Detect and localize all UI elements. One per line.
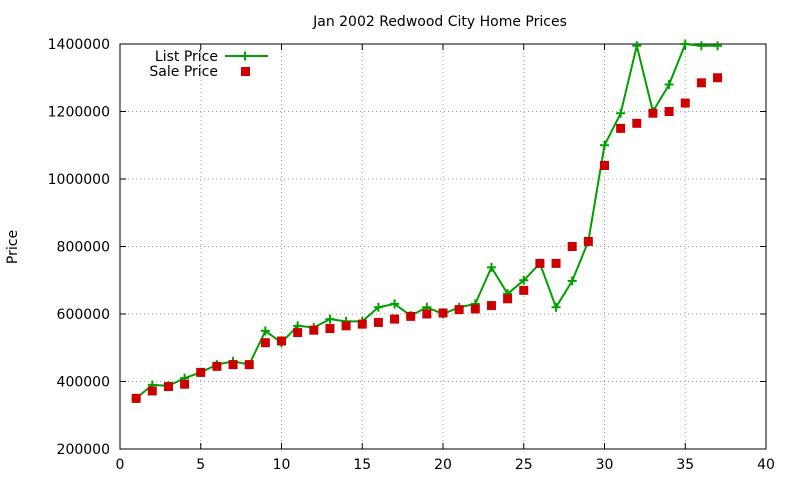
- list-price-point: [567, 276, 577, 286]
- sale-price-point: [373, 317, 383, 327]
- list-price-point: [664, 80, 674, 89]
- sale-price-point: [341, 321, 351, 331]
- sale-price-point: [696, 78, 706, 88]
- list-price-point: [390, 299, 400, 309]
- legend-list-price-marker: [240, 51, 250, 61]
- sale-price-point: [390, 314, 400, 324]
- sale-price-point: [616, 123, 626, 133]
- list-price-point: [551, 302, 561, 312]
- legend-label-list-price: List Price: [155, 49, 218, 65]
- sale-price-point: [260, 338, 270, 348]
- x-tick-label: 25: [515, 457, 533, 473]
- x-tick-label: 0: [116, 457, 125, 473]
- x-tick-label: 10: [273, 457, 291, 473]
- sale-price-point: [244, 360, 254, 370]
- list-price-point: [325, 314, 335, 324]
- sale-price-point: [648, 108, 658, 118]
- sale-price-point: [470, 304, 480, 314]
- sale-price-point: [600, 161, 609, 170]
- list-price-point: [680, 39, 690, 49]
- x-tick-label: 20: [434, 457, 452, 473]
- sale-price-point: [406, 311, 416, 321]
- sale-price-point: [519, 285, 529, 295]
- sale-price-point: [422, 309, 432, 319]
- sale-price-point: [503, 294, 513, 304]
- list-price-point: [632, 41, 642, 51]
- sale-price-point: [551, 258, 561, 268]
- sale-price-point: [713, 73, 723, 83]
- chart-title: Jan 2002 Redwood City Home Prices: [312, 14, 567, 30]
- sale-price-point: [486, 301, 496, 311]
- y-tick-label: 400000: [57, 375, 110, 391]
- sale-price-point: [147, 386, 157, 396]
- sale-price-point: [680, 98, 690, 108]
- y-tick-label: 1200000: [48, 105, 110, 121]
- y-tick-label: 800000: [57, 240, 110, 256]
- list-price-point: [519, 275, 529, 285]
- sale-price-point: [438, 308, 448, 318]
- list-price-point: [616, 108, 626, 118]
- list-price-point: [260, 326, 270, 336]
- sale-price-point: [632, 118, 642, 128]
- x-tick-label: 5: [196, 457, 205, 473]
- legend: List Price Sale Price: [149, 49, 268, 80]
- x-tick-label: 40: [757, 457, 775, 473]
- y-tick-label: 1000000: [48, 172, 110, 188]
- list-price-point: [600, 140, 609, 150]
- sale-price-point: [196, 367, 206, 377]
- y-tick-label: 200000: [57, 442, 110, 458]
- list-price-point: [373, 302, 383, 312]
- sale-price-point: [583, 236, 593, 246]
- y-tick-label: 1400000: [48, 37, 110, 53]
- sale-price-point: [180, 379, 190, 389]
- x-tick-label: 35: [676, 457, 694, 473]
- grid: [120, 44, 766, 449]
- sale-price-point: [212, 361, 222, 371]
- sale-price-point: [277, 336, 286, 346]
- sale-price-point: [228, 360, 238, 370]
- series: [131, 39, 723, 403]
- sale-price-point: [664, 107, 674, 116]
- x-tick-label: 30: [596, 457, 614, 473]
- sale-price-point: [535, 258, 545, 268]
- axis-ticks: 0 5 10 15 20 25 30 35 40 200000 400000 600000 800000…: [48, 37, 775, 473]
- sale-price-point: [131, 393, 141, 403]
- legend-label-sale-price: Sale Price: [149, 64, 218, 80]
- list-price-point: [713, 41, 723, 51]
- sale-price-point: [325, 324, 335, 334]
- list-price-line: [135, 43, 718, 400]
- sale-price-point: [163, 382, 173, 392]
- x-tick-label: 15: [353, 457, 371, 473]
- y-tick-label: 600000: [57, 307, 110, 323]
- sale-price-point: [309, 325, 319, 335]
- sale-price-point: [357, 319, 367, 329]
- sale-price-point: [454, 305, 464, 315]
- sale-price-point: [293, 328, 303, 338]
- list-price-point: [486, 262, 496, 272]
- y-axis-label: Price: [5, 230, 21, 264]
- list-price-point: [696, 41, 706, 51]
- legend-sale-price-marker: [241, 67, 250, 76]
- sale-price-point: [567, 242, 577, 251]
